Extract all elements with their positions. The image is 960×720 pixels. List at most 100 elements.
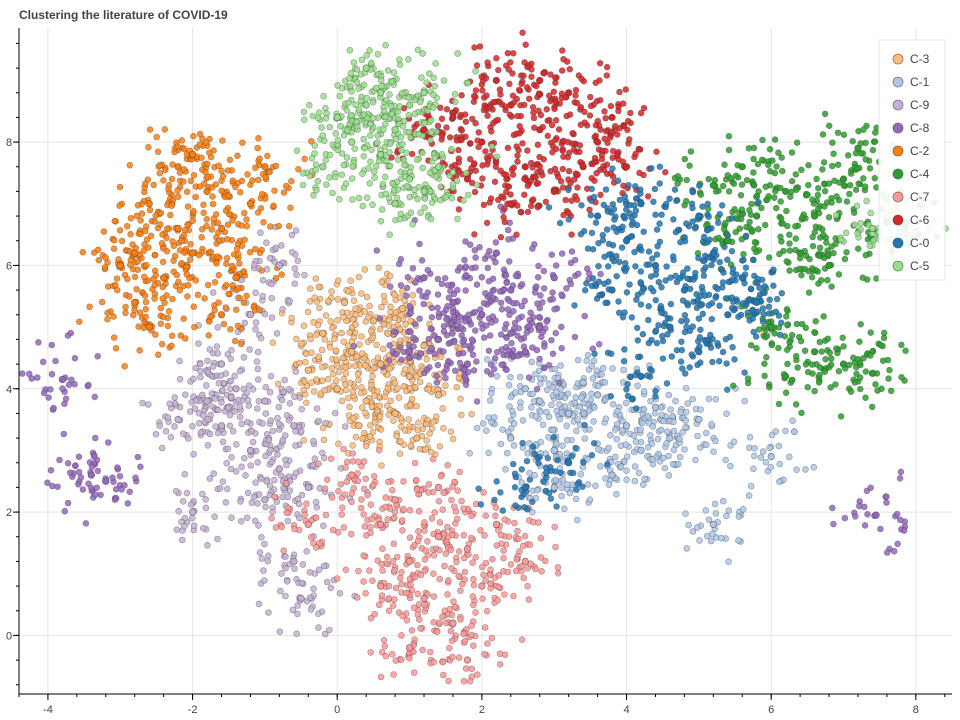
data-point [550, 274, 558, 282]
data-point [391, 200, 399, 208]
y-tick-label: 6 [6, 260, 12, 272]
series-C-3 [304, 298, 443, 442]
legend-item-C-3[interactable]: C-3 [892, 52, 930, 66]
data-point [333, 113, 341, 122]
y-tick-label: 2 [6, 507, 12, 519]
data-point [131, 298, 139, 307]
data-point [420, 594, 428, 603]
data-point [463, 656, 472, 664]
data-point [116, 261, 124, 270]
data-point [348, 138, 356, 146]
data-point [536, 323, 544, 331]
legend-marker [892, 237, 904, 249]
legend[interactable]: C-3 C-1 C-9 C-8 C-2 C-4 C-7 C-6 C-0 C-5 [878, 39, 946, 281]
data-point [376, 582, 385, 590]
data-point [622, 237, 631, 245]
data-point [507, 329, 515, 337]
series-C-1 [507, 378, 775, 529]
series-C-6 [420, 76, 631, 208]
data-point [405, 175, 414, 183]
data-point [593, 391, 602, 399]
legend-marker [892, 191, 904, 203]
legend-item-C-4[interactable]: C-4 [892, 167, 930, 181]
legend-label: C-3 [910, 52, 930, 66]
legend-item-C-2[interactable]: C-2 [892, 144, 930, 158]
data-point [854, 144, 862, 152]
data-point [579, 378, 587, 387]
data-point [203, 187, 211, 196]
data-point [188, 249, 197, 257]
data-point [536, 126, 544, 134]
legend-label: C-9 [910, 98, 930, 112]
data-point [290, 557, 298, 566]
data-point [782, 372, 790, 381]
data-point [174, 415, 182, 424]
data-point [463, 360, 472, 368]
data-point [391, 409, 399, 418]
series-C-0 [521, 200, 761, 492]
legend-marker [892, 145, 904, 157]
data-point [217, 311, 226, 319]
data-point [478, 138, 486, 146]
legend-marker [892, 122, 904, 134]
data-point [304, 483, 312, 492]
data-point [434, 483, 443, 492]
legend-marker [892, 168, 904, 180]
cloud-C-7 [268, 445, 562, 685]
data-point [405, 557, 414, 566]
x-tick-label: 6 [768, 704, 774, 716]
data-point [145, 323, 153, 331]
data-point [420, 187, 428, 196]
data-point [550, 187, 558, 196]
chart-title: Clustering the literature of COVID-19 [19, 8, 228, 22]
data-point [521, 483, 529, 492]
data-point [593, 212, 602, 220]
legend-label: C-6 [910, 213, 930, 227]
data-point [637, 446, 645, 455]
data-point [304, 366, 312, 374]
cloud-C-9 [139, 223, 371, 638]
data-points [58, 64, 906, 664]
data-point [695, 212, 703, 220]
data-point [369, 317, 378, 325]
data-point [463, 175, 472, 183]
x-tick-label: -2 [188, 704, 198, 716]
data-point [362, 397, 370, 405]
data-point [839, 360, 848, 368]
legend-item-C-6[interactable]: C-6 [892, 213, 930, 227]
data-point [391, 126, 399, 134]
data-point [188, 508, 197, 516]
data-point [340, 298, 349, 307]
legend-marker [892, 214, 904, 226]
data-point [872, 511, 880, 519]
data-point [246, 446, 255, 455]
data-point [319, 163, 327, 171]
x-tick-label: 8 [913, 704, 919, 716]
data-point [565, 409, 573, 418]
legend-item-C-0[interactable]: C-0 [892, 236, 930, 250]
data-point [521, 385, 529, 393]
legend-label: C-5 [910, 259, 930, 273]
data-point [87, 471, 95, 479]
data-point [405, 372, 414, 381]
cloud-C-0 [475, 163, 786, 514]
data-point [297, 594, 305, 603]
data-point [767, 452, 775, 461]
legend-item-C-9[interactable]: C-9 [892, 98, 930, 112]
data-point [376, 520, 385, 529]
data-point [420, 274, 428, 282]
data-point [839, 175, 848, 183]
legend-item-C-7[interactable]: C-7 [892, 190, 930, 204]
data-point [565, 459, 573, 467]
legend-item-C-5[interactable]: C-5 [892, 259, 930, 273]
data-point [261, 496, 269, 504]
data-point [565, 89, 573, 97]
data-point [188, 150, 197, 159]
legend-item-C-8[interactable]: C-8 [892, 121, 930, 135]
data-point [666, 434, 674, 442]
data-point [304, 520, 312, 529]
data-point [550, 446, 558, 455]
data-point [246, 311, 255, 319]
legend-item-C-1[interactable]: C-1 [892, 75, 930, 89]
